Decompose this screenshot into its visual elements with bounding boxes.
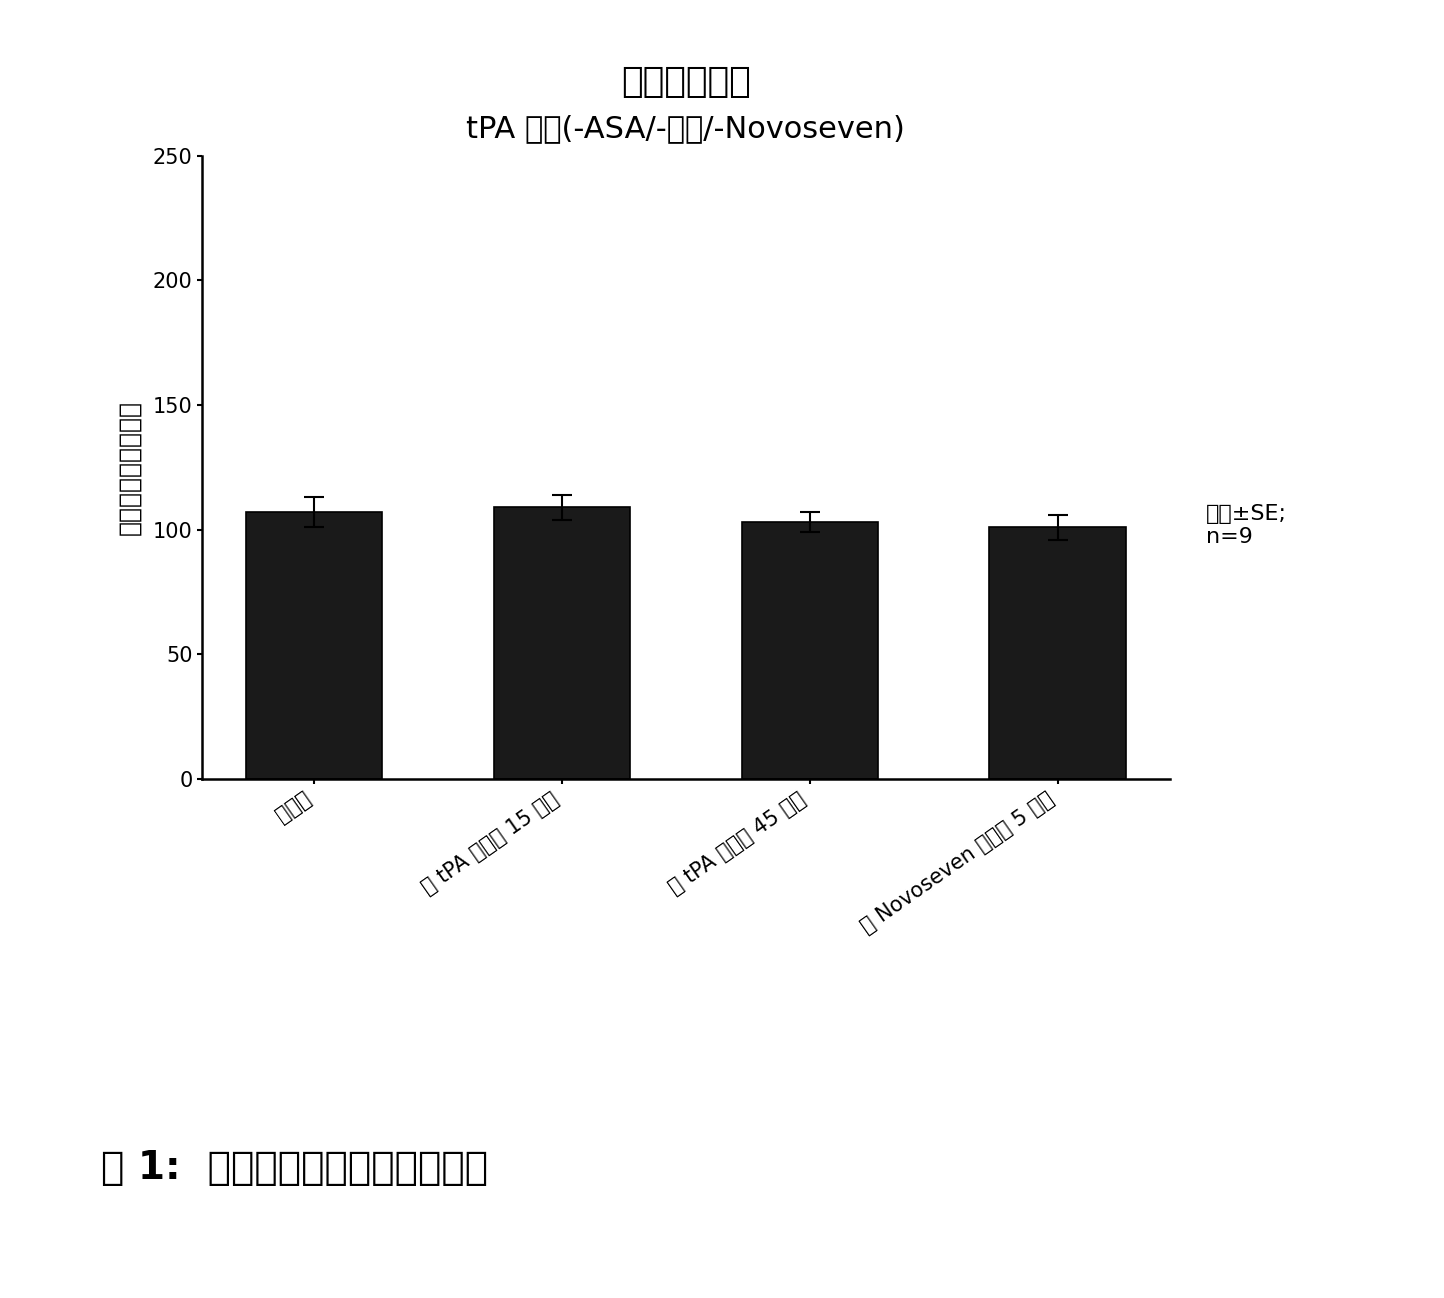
Text: 图 1:  载体处理的动物的出血时间: 图 1: 载体处理的动物的出血时间 <box>101 1149 488 1186</box>
Text: tPA 载体(-ASA/-肝素/-Novoseven): tPA 载体(-ASA/-肝素/-Novoseven) <box>466 114 905 143</box>
Text: 模板出血时间: 模板出血时间 <box>621 65 751 99</box>
Y-axis label: 模板出血时间［秒］: 模板出血时间［秒］ <box>117 400 142 535</box>
Bar <box>245 513 383 779</box>
Bar <box>494 508 630 779</box>
Bar <box>742 522 878 779</box>
Text: 均值±SE;
n=9: 均值±SE; n=9 <box>1206 504 1287 548</box>
Bar <box>989 527 1126 779</box>
